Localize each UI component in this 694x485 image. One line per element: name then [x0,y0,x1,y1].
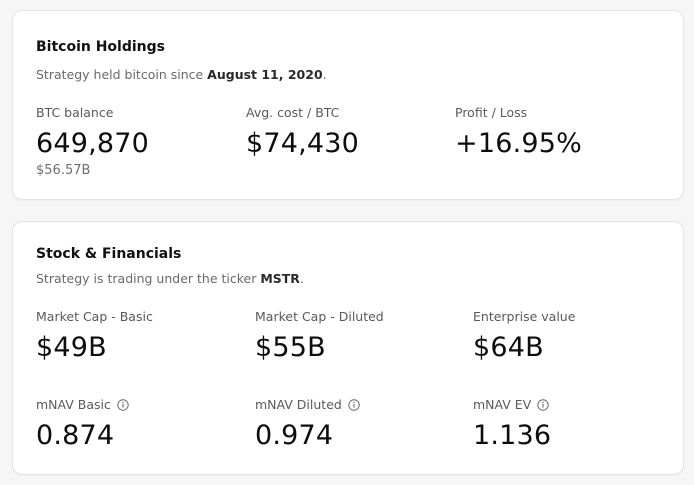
stat-label: Market Cap - Diluted [255,309,384,324]
holding-start-date: August 11, 2020 [207,67,323,82]
stat-value: $55B [255,332,326,363]
stat-value: 0.874 [36,420,115,451]
stat-label: Enterprise value [473,309,576,324]
subtitle-text: Strategy held bitcoin since [36,67,208,82]
stat-mnav-basic: mNAV Basic 0.874 [36,397,129,451]
stat-profit-loss: Profit / Loss +16.95% [455,105,582,159]
bitcoin-holdings-title: Bitcoin Holdings [36,39,165,55]
stat-value: $74,430 [246,128,360,159]
stat-market-cap-basic: Market Cap - Basic $49B [36,309,153,363]
ticker-symbol: MSTR [260,271,300,286]
stat-label: Profit / Loss [455,105,528,120]
stock-financials-title: Stock & Financials [36,246,182,262]
stat-market-cap-diluted: Market Cap - Diluted $55B [255,309,384,363]
stat-value: $64B [473,332,544,363]
stat-label-row: mNAV Diluted [255,397,360,412]
stat-label: mNAV Basic [36,397,111,412]
stat-label-row: mNAV EV [473,397,551,412]
stat-label: Avg. cost / BTC [246,105,340,120]
stat-value: 1.136 [473,420,552,451]
bitcoin-holdings-subtitle: Strategy held bitcoin since August 11, 2… [36,67,327,82]
stat-value: $49B [36,332,107,363]
stat-usd-value: $56.57B [36,163,91,178]
stock-financials-subtitle: Strategy is trading under the ticker MST… [36,271,304,286]
subtitle-suffix: . [299,271,304,286]
info-icon[interactable] [537,398,549,411]
stat-mnav-diluted: mNAV Diluted 0.974 [255,397,360,451]
bitcoin-holdings-card: Bitcoin Holdings Strategy held bitcoin s… [12,10,684,200]
stock-financials-card: Stock & Financials Strategy is trading u… [12,221,684,475]
stat-btc-balance: BTC balance 649,870 $56.57B [36,105,149,178]
stat-avg-cost: Avg. cost / BTC $74,430 [246,105,359,159]
stat-value: 0.974 [255,420,334,451]
stat-value: +16.95% [455,128,582,159]
stat-label-row: mNAV Basic [36,397,129,412]
stat-label: Market Cap - Basic [36,309,153,324]
stat-mnav-ev: mNAV EV 1.136 [473,397,551,451]
stat-label: BTC balance [36,105,114,120]
info-icon[interactable] [117,398,129,411]
info-icon[interactable] [348,398,360,411]
stat-label: mNAV EV [473,397,532,412]
subtitle-text: Strategy is trading under the ticker [36,271,261,286]
stat-value: 649,870 [36,128,150,159]
subtitle-suffix: . [322,67,327,82]
stat-enterprise-value: Enterprise value $64B [473,309,575,363]
stat-label: mNAV Diluted [255,397,342,412]
